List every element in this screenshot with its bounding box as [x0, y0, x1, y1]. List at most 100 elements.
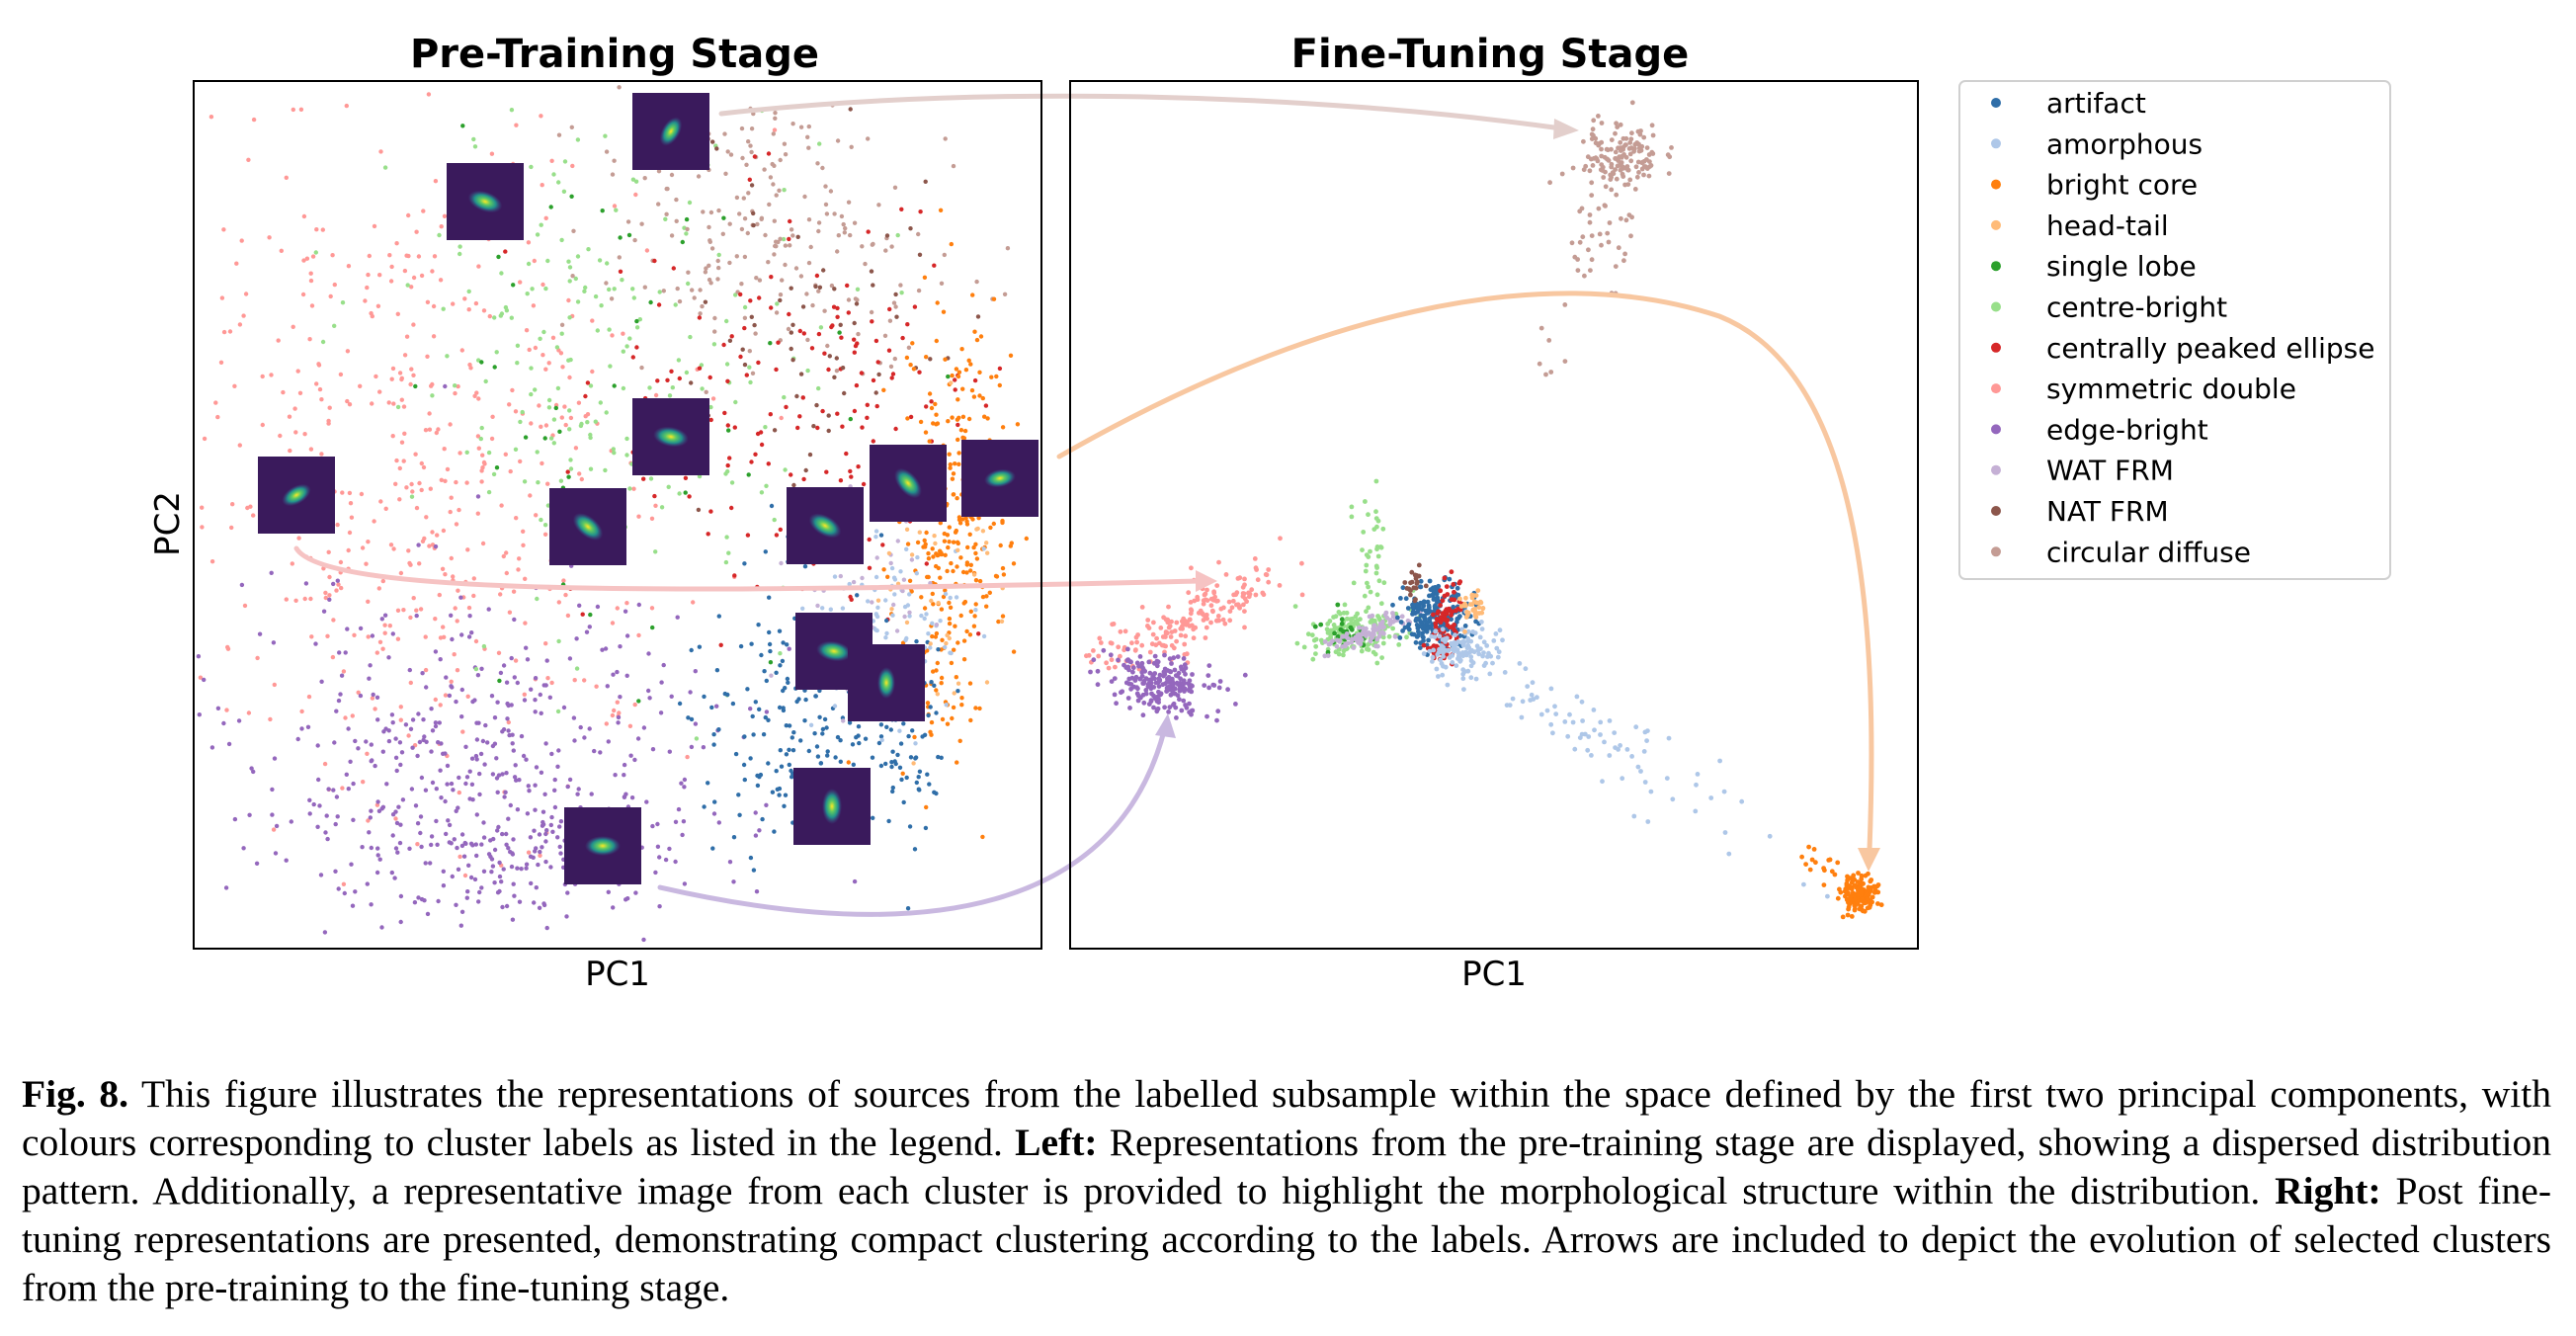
point-centre-bright [533, 387, 538, 392]
point-symmetric-double [1242, 596, 1248, 602]
point-head-tail [947, 635, 952, 641]
point-amorphous [1519, 714, 1525, 720]
point-symmetric-double [475, 511, 480, 516]
point-circular-diffuse [1629, 130, 1634, 136]
point-edge-bright [444, 831, 449, 837]
right-x-axis-label: PC1 [1461, 955, 1527, 994]
point-head-tail [1457, 596, 1462, 602]
point-centrally-peaked-ellipse [983, 403, 989, 408]
point-symmetric-double [449, 495, 454, 500]
point-amorphous [1666, 735, 1672, 741]
point-nat-frm [703, 299, 708, 304]
point-amorphous [1612, 730, 1618, 735]
point-centrally-peaked-ellipse [838, 478, 844, 483]
point-edge-bright [1134, 685, 1139, 690]
point-edge-bright [1139, 660, 1145, 666]
point-artifact [1410, 604, 1416, 610]
point-edge-bright [334, 709, 339, 713]
point-artifact [781, 688, 786, 694]
point-centrally-peaked-ellipse [826, 367, 831, 373]
point-centre-bright [818, 325, 824, 330]
point-amorphous [1461, 687, 1466, 692]
point-symmetric-double [390, 366, 396, 372]
point-symmetric-double [1188, 611, 1194, 617]
point-artifact [1457, 614, 1462, 619]
point-circular-diffuse [767, 202, 772, 208]
point-edge-bright [701, 745, 706, 750]
point-amorphous [1476, 651, 1482, 657]
point-centre-bright [575, 299, 581, 304]
point-circular-diffuse [1633, 164, 1639, 170]
point-symmetric-double [464, 480, 469, 485]
point-centre-bright [478, 436, 483, 442]
point-symmetric-double [475, 434, 481, 439]
point-circular-diffuse [734, 254, 739, 259]
point-nat-frm [826, 413, 831, 418]
point-edge-bright [247, 812, 252, 817]
point-edge-bright [318, 873, 324, 877]
point-wat-frm [1325, 653, 1331, 658]
point-head-tail [971, 572, 977, 577]
point-head-tail [1473, 615, 1479, 620]
point-nat-frm [832, 287, 837, 292]
point-edge-bright [284, 858, 289, 863]
point-circular-diffuse [692, 295, 697, 300]
point-circular-diffuse [1589, 193, 1595, 199]
point-symmetric-double [621, 331, 625, 336]
point-centre-bright [588, 383, 594, 388]
point-centre-bright [522, 479, 528, 484]
point-artifact [787, 762, 791, 768]
point-bright-core [922, 538, 927, 543]
point-symmetric-double [272, 682, 277, 688]
point-centrally-peaked-ellipse [1440, 598, 1446, 604]
point-amorphous [1450, 653, 1455, 658]
point-edge-bright [515, 680, 520, 686]
point-symmetric-double [314, 381, 319, 386]
thumbnail-source [282, 483, 311, 507]
point-symmetric-double [345, 398, 350, 404]
point-circular-diffuse [728, 152, 734, 157]
point-centrally-peaked-ellipse [795, 425, 800, 431]
point-wat-frm [874, 555, 879, 560]
point-amorphous [1618, 743, 1622, 748]
point-edge-bright [236, 718, 242, 723]
point-bright-core [907, 578, 913, 583]
point-circular-diffuse [1616, 158, 1620, 163]
point-centre-bright [621, 349, 625, 354]
point-edge-bright [1171, 655, 1177, 661]
point-edge-bright [1182, 681, 1188, 686]
point-symmetric-double [397, 371, 403, 376]
point-artifact [763, 714, 768, 720]
point-bright-core [958, 613, 963, 619]
point-amorphous [1607, 753, 1613, 758]
point-symmetric-double [1234, 602, 1239, 608]
point-edge-bright [270, 812, 275, 817]
point-amorphous [1494, 645, 1500, 651]
point-amorphous [1600, 779, 1605, 785]
point-bright-core [918, 419, 924, 425]
point-bright-core [988, 525, 993, 531]
point-circular-diffuse [835, 249, 840, 254]
point-edge-bright [1151, 685, 1157, 690]
point-edge-bright [456, 867, 461, 872]
point-artifact [883, 761, 888, 767]
point-symmetric-double [1213, 598, 1219, 604]
point-symmetric-double [1204, 625, 1209, 630]
point-edge-bright [410, 745, 415, 750]
point-edge-bright [618, 644, 623, 649]
point-symmetric-double [308, 596, 313, 602]
point-edge-bright [321, 609, 327, 614]
point-single-lobe [768, 341, 773, 346]
point-centre-bright [1375, 553, 1381, 559]
point-centre-bright [855, 287, 861, 292]
point-circular-diffuse [1604, 146, 1610, 152]
point-bright-core [1869, 877, 1874, 882]
point-bright-core [950, 415, 955, 420]
point-nat-frm [696, 507, 702, 513]
point-symmetric-double [1188, 600, 1194, 605]
point-amorphous [1641, 749, 1647, 754]
point-wat-frm [1357, 635, 1363, 641]
point-circular-diffuse [798, 274, 804, 279]
point-amorphous [1631, 813, 1637, 819]
point-amorphous [1642, 780, 1648, 785]
